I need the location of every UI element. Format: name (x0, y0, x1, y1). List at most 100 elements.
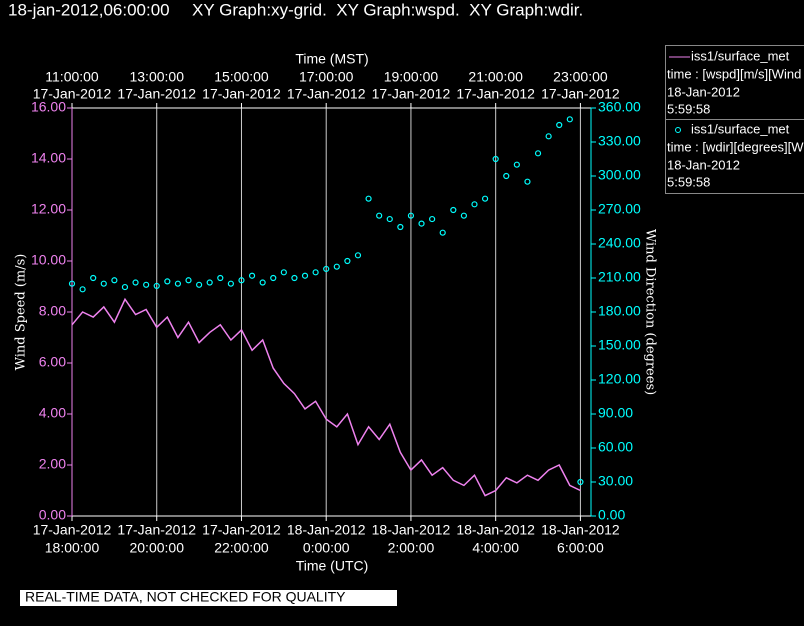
x-tick-label: 18-Jan-2012 (456, 522, 535, 538)
data-point (556, 121, 563, 129)
data-point (280, 269, 287, 276)
data-point (227, 280, 234, 287)
data-point (185, 277, 192, 284)
y-tick-label: 16.00 (31, 99, 66, 115)
y2-tick-label: 300.00 (598, 167, 641, 183)
data-point (481, 195, 489, 202)
data-point (111, 277, 118, 284)
data-point (100, 280, 107, 287)
y2-tick-label: 90.00 (598, 405, 633, 421)
y2-tick-label: 330.00 (598, 133, 641, 149)
data-point (460, 212, 467, 219)
x-axis-title: Time (UTC) (296, 558, 369, 574)
data-point (79, 286, 86, 293)
data-point (354, 252, 362, 259)
x-tick-label: 4:00:00 (472, 540, 519, 556)
y-tick-label: 8.00 (39, 303, 66, 319)
data-point (577, 478, 584, 486)
y2-axis-title: Wind Direction (degrees) (643, 229, 658, 395)
data-point (301, 272, 309, 279)
y2-tick-label: 150.00 (598, 337, 641, 353)
data-point (90, 274, 97, 282)
x-tick-label: 18-Jan-2012 (372, 522, 451, 538)
x-tick-label: 18-Jan-2012 (541, 522, 620, 538)
y2-tick-label: 0.00 (598, 507, 625, 523)
legend-text: 18-Jan-2012 (667, 157, 740, 172)
legend: iss1/surface_met time : [wspd][m/s][Wind… (665, 45, 804, 194)
y-tick-label: 6.00 (39, 354, 66, 370)
y2-tick-label: 120.00 (598, 371, 641, 387)
data-point (238, 277, 245, 284)
x-tick-label: 2:00:00 (388, 540, 435, 556)
data-point (143, 281, 150, 288)
x-tick-label: 17-Jan-2012 (117, 522, 196, 538)
x2-tick-label: 17-Jan-2012 (456, 86, 535, 102)
y-tick-label: 2.00 (39, 456, 66, 472)
data-point (68, 280, 76, 287)
legend-text: 5:59:58 (667, 174, 710, 189)
x2-tick-label: 19:00:00 (384, 69, 439, 85)
data-point (534, 150, 542, 157)
legend-name: iss1/surface_met (691, 48, 790, 63)
x2-tick-label: 23:00:00 (553, 69, 608, 85)
x-tick-label: 17-Jan-2012 (202, 522, 281, 538)
data-point (407, 212, 415, 219)
y-tick-label: 0.00 (39, 507, 66, 523)
data-point (376, 212, 383, 219)
data-point (429, 215, 436, 223)
x2-tick-label: 17-Jan-2012 (287, 86, 366, 102)
x2-tick-label: 17-Jan-2012 (33, 86, 112, 102)
data-point (206, 279, 213, 286)
x-tick-label: 20:00:00 (129, 540, 184, 556)
legend-text: 5:59:58 (667, 101, 710, 116)
data-point (291, 274, 298, 282)
legend-name: iss1/surface_met (691, 121, 790, 136)
data-point (333, 263, 340, 270)
data-point (503, 172, 510, 180)
y2-tick-label: 360.00 (598, 99, 641, 115)
x-tick-label: 18:00:00 (45, 540, 100, 556)
legend-text: time : [wdir][degrees][W (667, 139, 804, 154)
data-point (439, 229, 446, 236)
data-point (259, 279, 266, 286)
y-tick-label: 4.00 (39, 405, 66, 421)
x2-axis-title: Time (MST) (295, 51, 368, 67)
data-point (132, 279, 139, 286)
x-tick-label: 22:00:00 (214, 540, 269, 556)
data-point (471, 201, 478, 208)
data-point (450, 206, 457, 214)
data-point (344, 257, 351, 265)
x-tick-label: 6:00:00 (557, 540, 604, 556)
data-point (418, 220, 425, 227)
data-point (492, 155, 499, 163)
x2-tick-label: 17-Jan-2012 (117, 86, 196, 102)
data-point (196, 281, 203, 288)
data-point (524, 178, 531, 185)
data-point (397, 223, 404, 231)
data-point (164, 278, 171, 285)
x2-tick-label: 17-Jan-2012 (202, 86, 281, 102)
y2-tick-label: 180.00 (598, 303, 641, 319)
legend-marker (675, 127, 681, 133)
x2-tick-label: 17-Jan-2012 (372, 86, 451, 102)
data-point (312, 269, 319, 276)
data-point (153, 282, 160, 290)
y2-tick-label: 240.00 (598, 235, 641, 251)
y-tick-label: 10.00 (31, 252, 66, 268)
x2-tick-label: 21:00:00 (468, 69, 523, 85)
legend-text: time : [wspd][m/s][Wind (667, 66, 801, 81)
y-tick-label: 14.00 (31, 150, 66, 166)
y-axis-title: Wind Speed (m/s) (14, 254, 29, 371)
legend-box (665, 119, 804, 194)
data-point (270, 274, 277, 282)
legend-text: 18-Jan-2012 (667, 84, 740, 99)
chart-subtitle: XY Graph:xy-grid. XY Graph:wspd. XY Grap… (192, 0, 583, 19)
note-box (20, 590, 397, 606)
data-point (217, 274, 224, 282)
data-point (513, 161, 520, 168)
data-point (323, 265, 330, 273)
y2-tick-label: 270.00 (598, 201, 641, 217)
x2-tick-label: 11:00:00 (45, 69, 99, 85)
y-tick-label: 12.00 (31, 201, 66, 217)
